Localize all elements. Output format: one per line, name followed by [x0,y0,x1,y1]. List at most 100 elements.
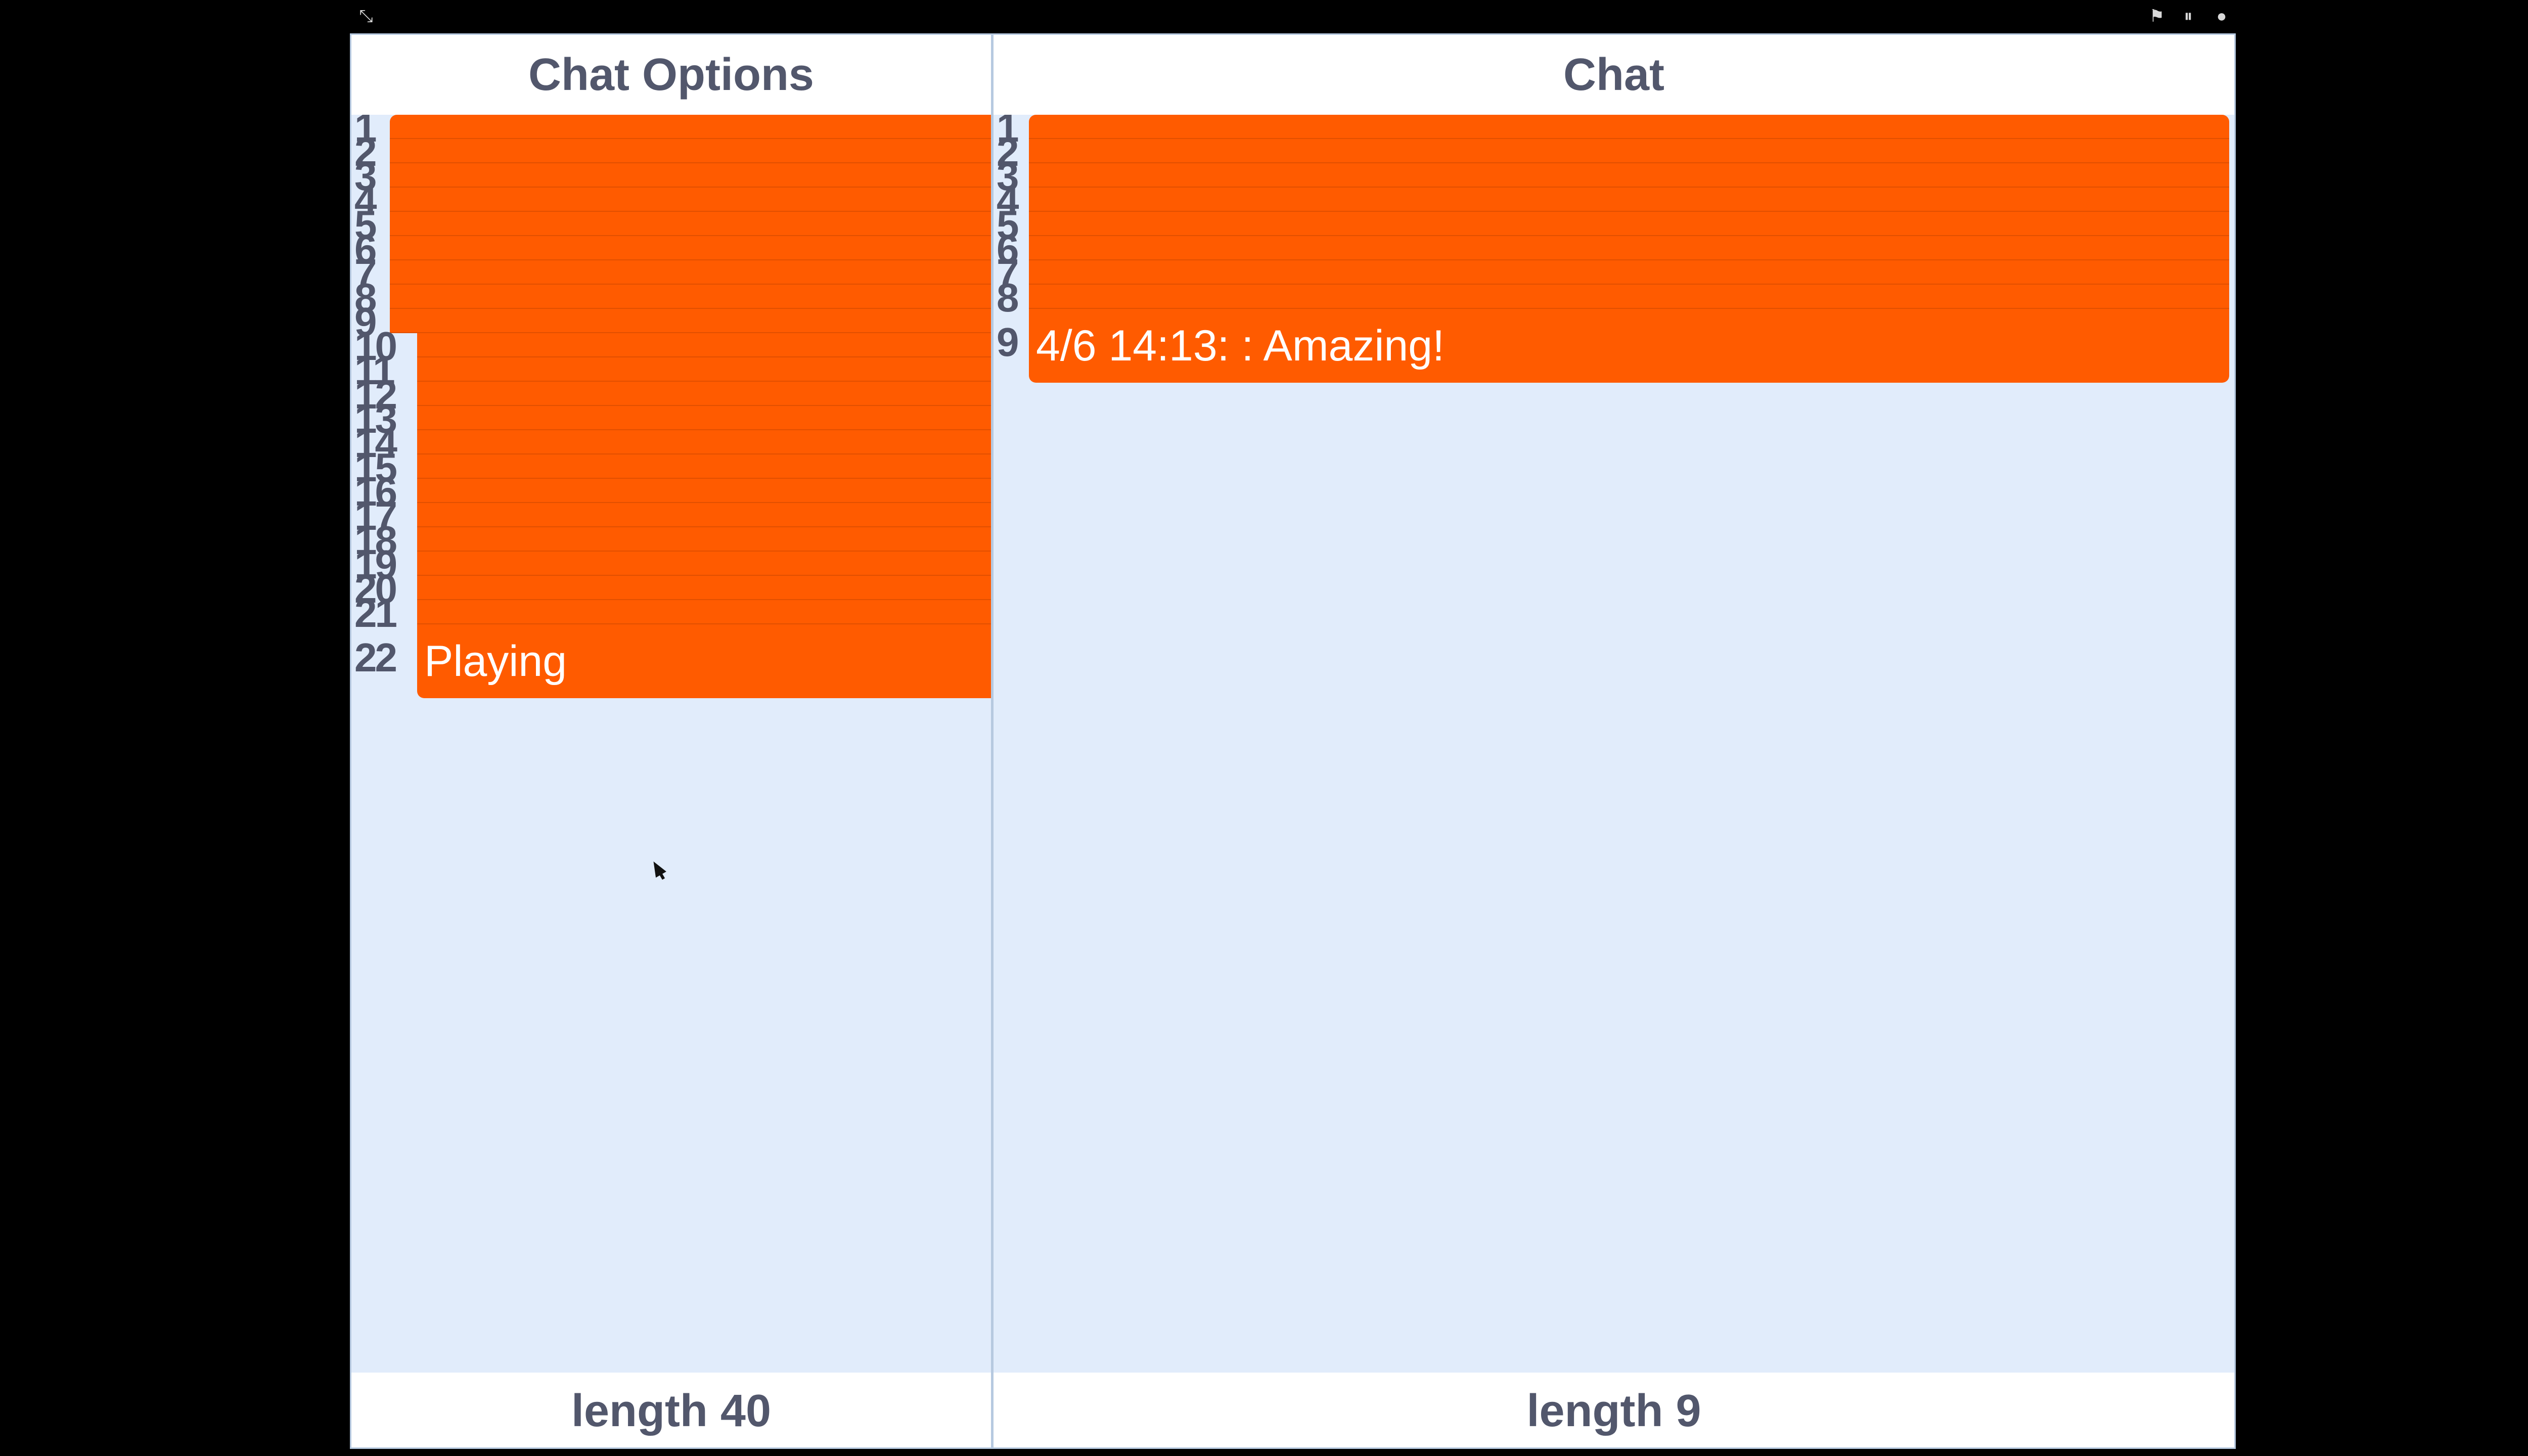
item-value[interactable] [390,188,991,212]
item-index: 1 [997,115,1019,150]
list-item[interactable]: 9 4/6 14:13: : Amazing! [994,309,2234,383]
list-item[interactable]: 15 [351,447,991,488]
list-item[interactable]: 4 [351,180,991,221]
item-value[interactable] [417,552,991,576]
item-index: 1 [354,115,377,150]
item-value[interactable] [390,236,991,260]
list-item[interactable]: 8 [994,278,2234,318]
item-index: 5 [354,202,377,247]
shrink-icon[interactable]: ⤡ [359,7,373,26]
item-value[interactable] [1029,285,2229,309]
item-index: 2 [997,129,1019,174]
item-index: 22 [354,635,397,680]
item-index: 3 [354,154,377,199]
list-item[interactable]: 12 [351,375,991,415]
item-index: 4 [997,178,1019,223]
list-item[interactable]: 19 [351,544,991,585]
item-index: 17 [354,493,397,538]
item-value[interactable] [417,479,991,503]
item-index: 18 [354,518,397,563]
item-value[interactable] [1029,260,2229,285]
item-value[interactable] [1029,236,2229,260]
list-item[interactable]: 9 [351,302,991,342]
item-value[interactable] [390,115,991,139]
item-value[interactable] [417,600,991,624]
list-item[interactable]: 5 [351,205,991,245]
item-index: 19 [354,542,397,587]
list-item[interactable]: 7 [351,253,991,294]
item-value[interactable] [390,285,991,309]
item-value[interactable] [417,333,991,357]
item-value[interactable] [390,260,991,285]
item-value[interactable] [417,430,991,454]
item-value[interactable] [1029,163,2229,188]
item-index: 21 [354,590,397,635]
list-items[interactable]: 1 2 3 4 5 6 7 8 9 10 11 12 13 14 15 16 17 18 19 20 21 22 Playi… [351,115,991,1373]
item-index: 15 [354,445,397,490]
stop-icon[interactable]: ● [2216,7,2227,26]
item-index: 13 [354,396,397,441]
list-item[interactable]: 16 [351,472,991,512]
list-item[interactable]: 22 Playing [351,624,991,698]
item-index: 10 [354,324,397,369]
list-item[interactable]: 17 [351,496,991,536]
item-value[interactable] [417,503,991,527]
item-index: 2 [354,129,377,174]
chat-list-watcher: Chat 1 2 3 4 5 6 7 8 9 4/6 14:13: : Amazing! leng… [994,35,2234,1447]
item-index: 7 [354,251,377,296]
item-index: 11 [354,348,395,393]
item-value[interactable] [417,406,991,430]
list-item[interactable]: 21 [351,593,991,633]
item-index: 9 [354,299,377,344]
item-index: 16 [354,469,397,514]
item-index: 5 [997,202,1019,247]
list-item[interactable]: 8 [351,278,991,318]
item-value[interactable]: Playing [417,624,991,698]
item-value[interactable] [390,139,991,163]
item-value[interactable] [390,163,991,188]
list-item[interactable]: 10 [351,326,991,367]
item-index: 4 [354,178,377,223]
list-item[interactable]: 7 [994,253,2234,294]
list-length: length 9 [994,1373,2234,1447]
chat-options-list-watcher: Chat Options 1 2 3 4 5 6 7 8 9 10 11 12 13 14 15 16 17 18… [351,35,994,1447]
item-value[interactable] [1029,115,2229,139]
item-value[interactable] [417,454,991,479]
item-index: 9 [997,320,1019,365]
list-item[interactable]: 20 [351,569,991,609]
item-value[interactable] [417,357,991,382]
item-index: 3 [997,154,1019,199]
item-value[interactable] [417,527,991,552]
list-item[interactable]: 1 [351,115,991,148]
item-value[interactable] [417,382,991,406]
stage[interactable]: Chat Options 1 2 3 4 5 6 7 8 9 10 11 12 13 14 15 16 17 18… [350,33,2236,1449]
list-items[interactable]: 1 2 3 4 5 6 7 8 9 4/6 14:13: : Amazing! [994,115,2234,1373]
item-value[interactable] [1029,188,2229,212]
item-value[interactable]: 4/6 14:13: : Amazing! [1029,309,2229,383]
list-item[interactable]: 13 [351,399,991,439]
list-item[interactable]: 2 [994,132,2234,172]
list-item[interactable]: 4 [994,180,2234,221]
item-index: 12 [354,372,397,417]
item-index: 8 [354,275,377,320]
list-item[interactable]: 6 [351,229,991,269]
item-value[interactable] [390,309,991,333]
pause-icon[interactable]: ⏸ [2184,7,2193,26]
item-value[interactable] [1029,212,2229,236]
item-value[interactable] [1029,139,2229,163]
list-title: Chat [994,35,2234,115]
list-item[interactable]: 5 [994,205,2234,245]
list-item[interactable]: 14 [351,423,991,464]
list-item[interactable]: 1 [994,115,2234,148]
item-value[interactable] [390,212,991,236]
list-item[interactable]: 2 [351,132,991,172]
top-bar: ⤡ ⚑ ⏸ ● [0,0,2528,33]
flag-icon[interactable]: ⚑ [2149,7,2165,26]
list-item[interactable]: 6 [994,229,2234,269]
list-item[interactable]: 3 [351,156,991,197]
item-index: 6 [354,226,377,271]
list-item[interactable]: 3 [994,156,2234,197]
list-item[interactable]: 11 [351,350,991,391]
item-value[interactable] [417,576,991,600]
list-item[interactable]: 18 [351,520,991,561]
